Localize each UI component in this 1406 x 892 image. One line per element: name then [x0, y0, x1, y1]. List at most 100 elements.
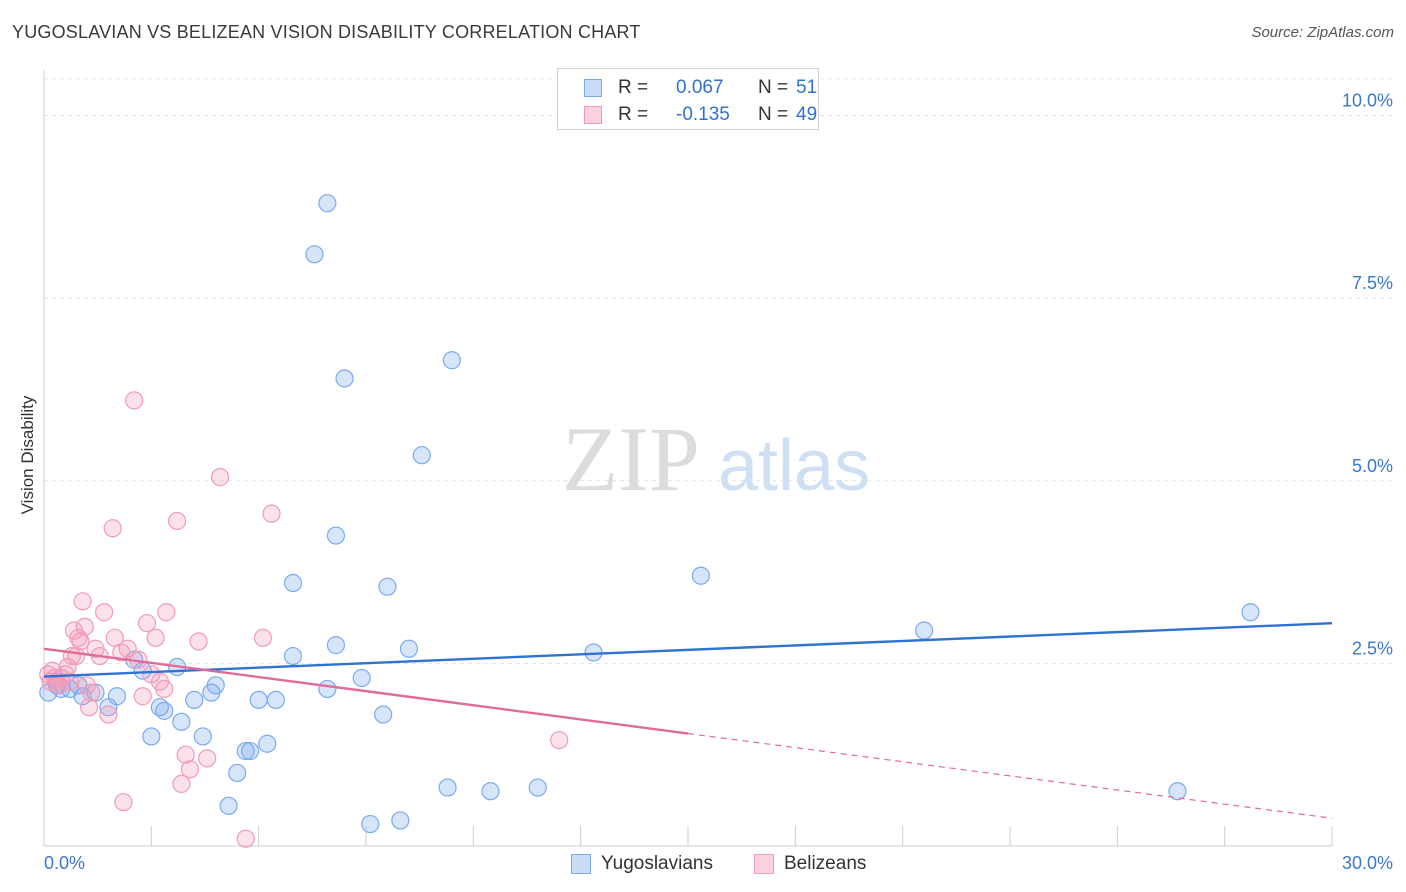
- trend-lines: [43, 622, 1333, 819]
- data-point: [352, 668, 371, 688]
- x-tick-label: 0.0%: [44, 853, 85, 873]
- data-point: [210, 468, 230, 487]
- data-point: [219, 796, 238, 815]
- stats-box: R = 0.067 N = 51 R = -0.135 N = 49: [557, 68, 819, 130]
- stats-n-label: N =: [758, 104, 789, 125]
- data-point: [236, 829, 255, 848]
- data-point: [137, 614, 157, 633]
- data-point: [99, 705, 118, 724]
- data-point: [198, 749, 217, 768]
- y-axis-tick-labels: 2.5% 5.0% 7.5% 10.0%: [1342, 91, 1393, 659]
- data-point: [283, 646, 303, 666]
- data-point: [79, 698, 99, 717]
- data-point: [550, 730, 569, 750]
- data-point: [60, 672, 79, 691]
- data-point: [378, 577, 397, 596]
- trend-line-extension: [687, 732, 1333, 819]
- data-point: [283, 573, 303, 593]
- watermark-zip: ZIP: [562, 408, 700, 510]
- data-point: [155, 701, 174, 720]
- data-point: [180, 760, 200, 779]
- data-point: [240, 741, 260, 761]
- data-point: [266, 690, 285, 710]
- data-point: [193, 727, 212, 746]
- legend-label-yugoslavians: Yugoslavians: [601, 853, 713, 874]
- data-point: [1168, 782, 1187, 801]
- x-axis-tick-labels: 0.0% 30.0%: [44, 853, 1393, 873]
- y-tick-label: 7.5%: [1352, 273, 1393, 293]
- y-tick-label: 2.5%: [1352, 638, 1393, 658]
- y-tick-label: 10.0%: [1342, 91, 1393, 111]
- watermark-atlas: atlas: [718, 426, 870, 506]
- data-point: [391, 811, 410, 830]
- watermark: ZIP atlas: [562, 408, 870, 510]
- scatter-points: [39, 194, 1260, 848]
- trend-line: [43, 647, 689, 735]
- data-point: [125, 391, 144, 410]
- chart-title: YUGOSLAVIAN VS BELIZEAN VISION DISABILIT…: [12, 22, 641, 42]
- data-point: [133, 687, 152, 706]
- data-point: [528, 778, 547, 797]
- legend-swatch-belizeans: [754, 854, 774, 874]
- x-axis-ticks: [43, 826, 1333, 846]
- data-point: [75, 617, 94, 636]
- data-point: [118, 639, 137, 658]
- stats-r-label: R =: [618, 104, 649, 125]
- data-point: [305, 245, 324, 264]
- data-point: [262, 504, 281, 523]
- data-point: [253, 628, 273, 647]
- data-point: [103, 519, 122, 538]
- data-point: [185, 690, 204, 710]
- data-point: [172, 774, 191, 794]
- data-point: [157, 603, 176, 622]
- stats-n-value: 49: [796, 104, 818, 125]
- data-point: [107, 687, 127, 706]
- data-point: [95, 603, 114, 622]
- data-point: [206, 676, 225, 695]
- stats-n-value: 51: [796, 77, 818, 98]
- data-point: [114, 793, 133, 812]
- data-point: [176, 745, 195, 764]
- y-axis-label: Vision Disability: [18, 395, 37, 515]
- stats-r-label: R =: [618, 77, 649, 98]
- data-point: [73, 592, 92, 611]
- data-point: [335, 369, 354, 388]
- data-point: [691, 566, 710, 585]
- data-point: [189, 632, 208, 651]
- stats-swatch-yugoslavians: [584, 79, 602, 97]
- data-point: [438, 778, 457, 797]
- y-tick-label: 5.0%: [1352, 456, 1393, 476]
- stats-r-value: 0.067: [676, 77, 724, 98]
- grid-lines: [44, 78, 1394, 664]
- stats-r-value: -0.135: [676, 104, 730, 125]
- data-point: [361, 814, 380, 834]
- data-point: [442, 351, 461, 370]
- data-point: [236, 741, 255, 761]
- data-point: [326, 526, 346, 545]
- data-point: [167, 511, 187, 531]
- data-point: [399, 639, 419, 658]
- source-label: Source: ZipAtlas.com: [1251, 24, 1394, 41]
- stats-n-label: N =: [758, 77, 789, 98]
- data-point: [249, 690, 268, 710]
- data-point: [142, 727, 161, 746]
- legend-swatch-yugoslavians: [571, 854, 591, 874]
- data-point: [71, 632, 90, 651]
- data-point: [318, 679, 337, 699]
- data-point: [318, 194, 337, 213]
- data-point: [258, 734, 277, 753]
- x-tick-label: 30.0%: [1342, 853, 1393, 873]
- data-point: [481, 782, 500, 801]
- data-point: [915, 621, 934, 640]
- data-point: [1241, 603, 1260, 622]
- legend-label-belizeans: Belizeans: [784, 853, 867, 874]
- data-point: [326, 636, 346, 655]
- data-point: [155, 679, 174, 699]
- data-point: [412, 446, 431, 465]
- trend-line: [43, 622, 1333, 678]
- data-point: [172, 712, 191, 731]
- data-point: [228, 763, 247, 783]
- data-point: [82, 683, 101, 702]
- stats-swatch-belizeans: [584, 106, 602, 124]
